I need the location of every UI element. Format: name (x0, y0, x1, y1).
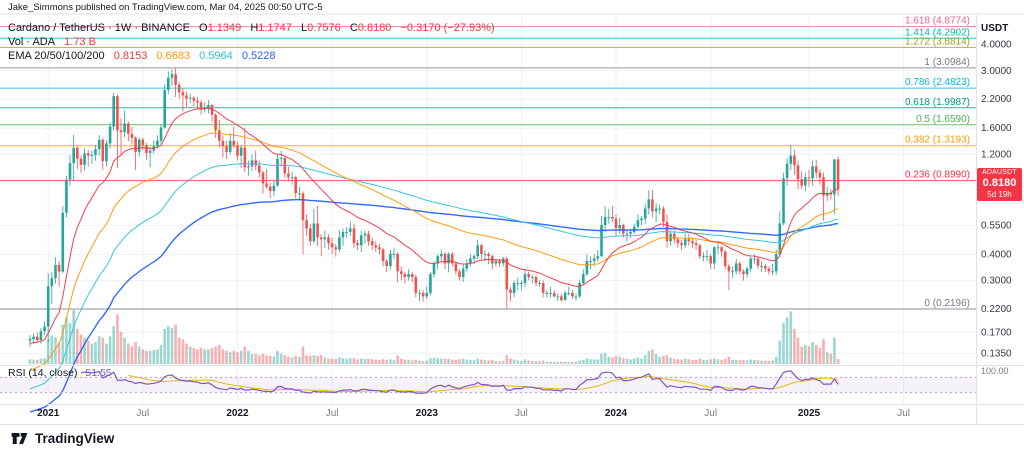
svg-text:1 (3.0984): 1 (3.0984) (924, 57, 970, 68)
svg-text:0.382 (1.3193): 0.382 (1.3193) (905, 135, 970, 146)
ohlc-open: O1.1349 (199, 22, 242, 34)
svg-text:0.1350: 0.1350 (981, 348, 1012, 359)
svg-text:1.6000: 1.6000 (981, 123, 1012, 134)
svg-text:1.618 (4.8774): 1.618 (4.8774) (905, 16, 970, 27)
svg-text:USDT: USDT (981, 23, 1008, 34)
rsi-label: RSI (14, close) (8, 367, 78, 379)
ema50-value: 0.6683 (156, 50, 191, 62)
svg-text:Jul: Jul (515, 408, 528, 419)
svg-text:2021: 2021 (37, 408, 60, 419)
footer-bar: TradingView (0, 425, 1024, 453)
ohlc-high: H1.1747 (250, 22, 292, 34)
price-tag-price: 0.8180 (982, 177, 1017, 190)
tradingview-brand-text: TradingView (35, 431, 115, 446)
rsi-value: 51.55 (85, 367, 112, 379)
rsi-legend-row[interactable]: RSI (14, close) 51.55 (8, 367, 112, 379)
svg-text:100.00: 100.00 (981, 366, 1009, 376)
chart-legend: Cardano / TetherUS · 1W · BINANCE O1.134… (8, 21, 495, 63)
tradingview-logo-icon (11, 432, 28, 445)
price-tag: ADAUSDT 0.8180 5d 19h (977, 168, 1022, 201)
svg-text:0.5500: 0.5500 (981, 220, 1012, 231)
svg-text:Jul: Jul (136, 408, 149, 419)
svg-text:2025: 2025 (798, 408, 821, 419)
svg-text:0.2200: 0.2200 (981, 304, 1012, 315)
attribution-text: Jake_Simmons published on TradingView.co… (8, 2, 323, 13)
svg-text:3.0000: 3.0000 (981, 66, 1012, 77)
ema-label: EMA 20/50/100/200 (8, 50, 105, 62)
svg-text:0.4000: 0.4000 (981, 249, 1012, 260)
symbol-legend-row[interactable]: Cardano / TetherUS · 1W · BINANCE O1.134… (8, 21, 495, 35)
svg-text:0.1700: 0.1700 (981, 327, 1012, 338)
ema100-value: 0.5964 (199, 50, 233, 62)
svg-text:4.0000: 4.0000 (981, 40, 1012, 51)
svg-text:0.3000: 0.3000 (981, 276, 1012, 287)
svg-text:0 (0.2196): 0 (0.2196) (924, 298, 970, 309)
ema20-value: 0.8153 (113, 50, 148, 62)
price-tag-countdown: 5d 19h (987, 189, 1012, 199)
volume-value: 1.73 B (64, 36, 96, 48)
volume-label: Vol · ADA (8, 36, 56, 48)
symbol-title: Cardano / TetherUS · 1W · BINANCE (8, 22, 190, 34)
change-value: −0.3170 (−27.93%) (400, 22, 495, 34)
svg-text:Jul: Jul (326, 408, 339, 419)
svg-text:0.786 (2.4823): 0.786 (2.4823) (905, 77, 970, 88)
svg-text:0.618 (1.9987): 0.618 (1.9987) (905, 97, 970, 108)
svg-text:2024: 2024 (605, 408, 628, 419)
tradingview-logo[interactable]: TradingView (10, 429, 114, 448)
svg-text:Jul: Jul (897, 408, 910, 419)
ema-legend-row[interactable]: EMA 20/50/100/200 0.8153 0.6683 0.5964 0… (8, 49, 495, 63)
svg-text:1.414 (4.2902): 1.414 (4.2902) (905, 27, 970, 38)
svg-text:1.2000: 1.2000 (981, 149, 1012, 160)
volume-legend-row[interactable]: Vol · ADA 1.73 B (8, 35, 495, 49)
price-tag-symbol: ADAUSDT (982, 169, 1017, 176)
svg-text:Jul: Jul (704, 408, 717, 419)
svg-text:1.272 (3.8814): 1.272 (3.8814) (905, 36, 970, 47)
svg-text:0.236 (0.8990): 0.236 (0.8990) (905, 170, 970, 181)
ohlc-close: C0.8180 (349, 22, 392, 34)
ema200-value: 0.5228 (241, 50, 276, 62)
svg-text:2.2000: 2.2000 (981, 94, 1012, 105)
svg-text:2022: 2022 (226, 408, 249, 419)
svg-text:0.5 (1.6590): 0.5 (1.6590) (916, 114, 970, 125)
svg-text:2023: 2023 (416, 408, 439, 419)
ohlc-low: L0.7576 (300, 22, 341, 34)
